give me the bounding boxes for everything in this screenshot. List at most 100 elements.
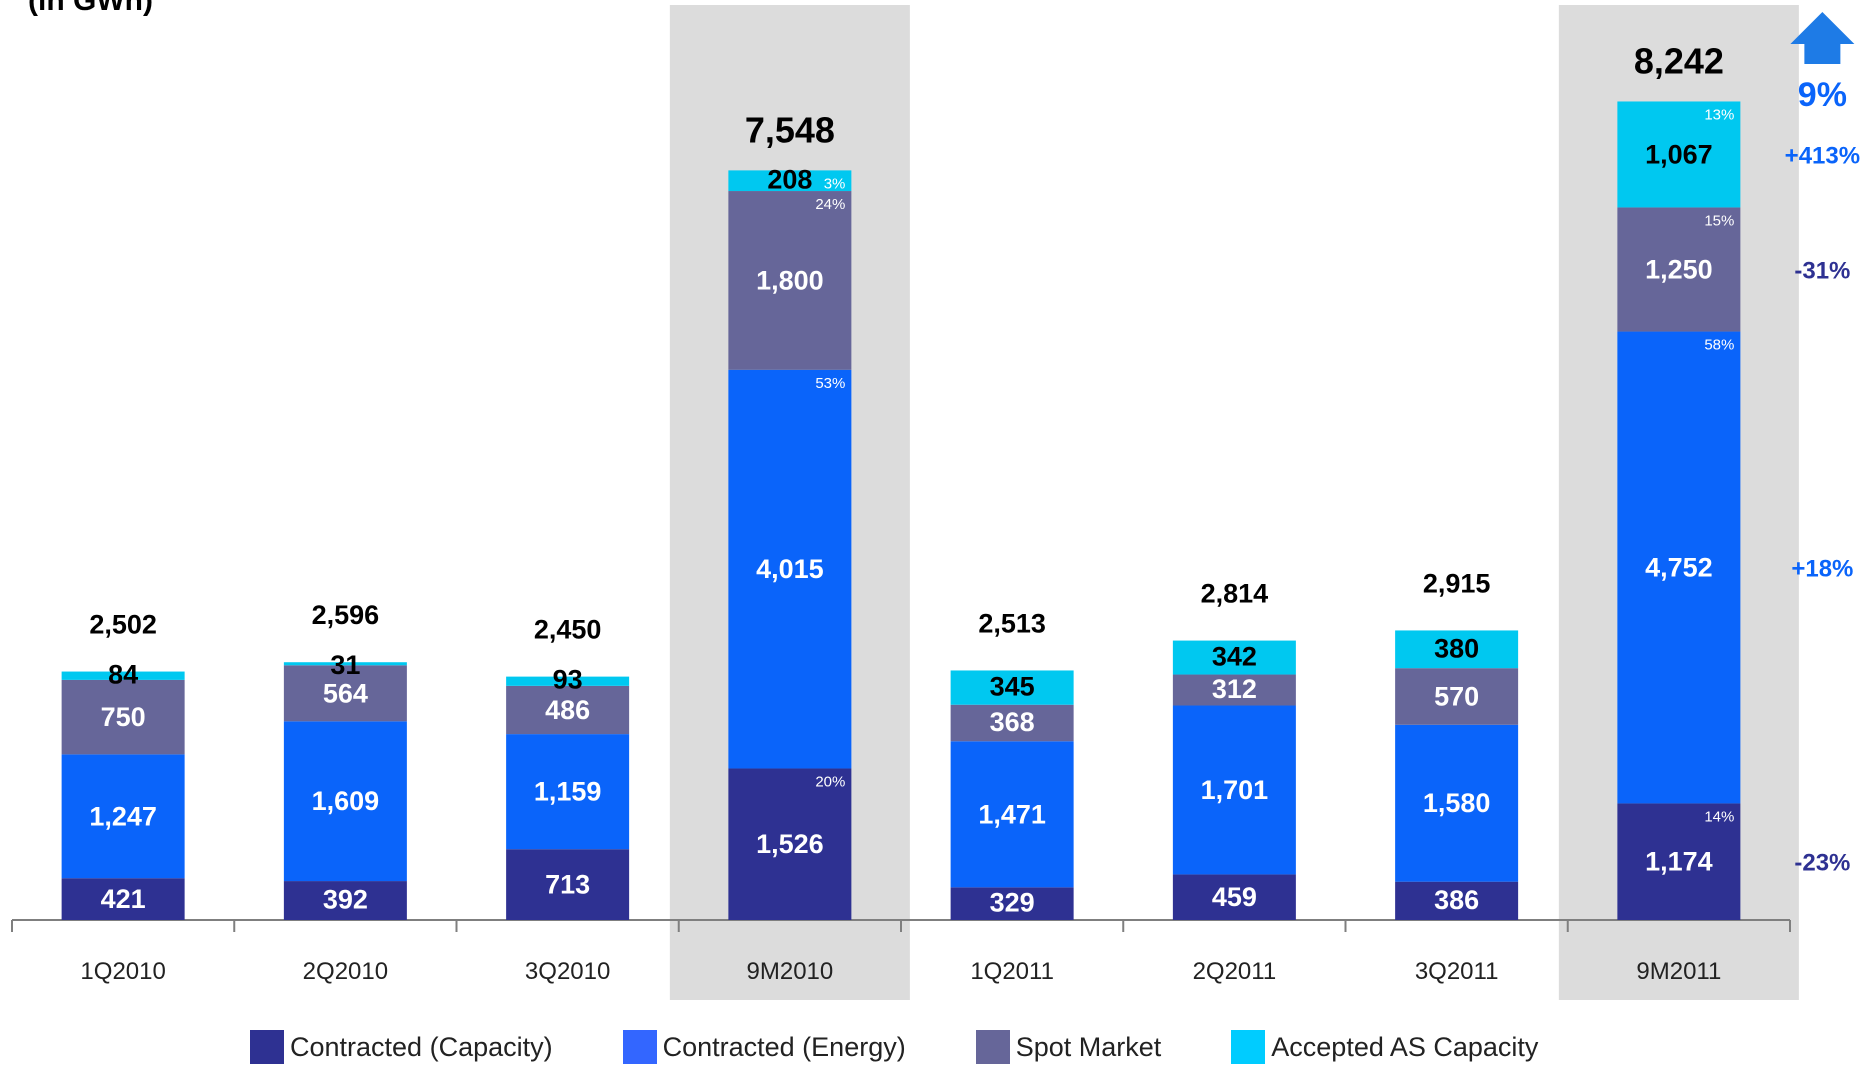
bar-total-label: 8,242 [1634, 40, 1724, 81]
bar-value-label: 564 [323, 678, 368, 708]
bar-segment [728, 170, 852, 192]
bar-segment [728, 768, 852, 920]
bar-value-label: 31 [330, 650, 360, 680]
bar-segment [283, 881, 407, 920]
bar-segment [728, 191, 852, 370]
bar-total-label: 7,548 [745, 109, 835, 150]
legend-item-accepted-as-capacity: Accepted AS Capacity [1231, 1030, 1538, 1064]
segment-percentage-label: 3% [824, 175, 846, 192]
bar-segment [950, 887, 1074, 920]
bar-value-label: 312 [1212, 674, 1257, 704]
bar-total-label: 2,915 [1423, 568, 1491, 598]
x-tick-label: 9M2011 [1636, 958, 1721, 985]
bar-value-label: 84 [108, 660, 138, 690]
bar-total-label: 2,502 [89, 610, 157, 640]
unit-label: (in GWh) [28, 0, 153, 17]
bar-segment [506, 734, 630, 850]
bar-segment [283, 662, 407, 666]
x-tick-label: 3Q2011 [1415, 958, 1499, 985]
legend-item-spot-market: Spot Market [975, 1030, 1162, 1064]
series-change-label: -23% [1794, 850, 1850, 877]
legend-label: Contracted (Energy) [662, 1031, 906, 1062]
legend-label: Spot Market [1015, 1031, 1162, 1062]
segment-percentage-label: 13% [1704, 106, 1734, 123]
bar-value-label: 1,471 [978, 799, 1046, 829]
bar-segment [1395, 881, 1519, 920]
bar-value-label: 342 [1212, 642, 1257, 672]
series-change-label: +18% [1791, 555, 1853, 582]
bar-segment [506, 685, 630, 735]
bar-total-label: 2,814 [1201, 579, 1269, 609]
bar-value-label: 1,247 [89, 801, 157, 831]
bar-segment [283, 665, 407, 722]
legend-swatch-contracted-energy [622, 1030, 657, 1064]
bar-value-label: 392 [323, 885, 368, 915]
bar-value-label: 4,015 [756, 554, 824, 584]
bar-segment [1172, 674, 1296, 706]
legend-item-contracted-energy: Contracted (Energy) [622, 1030, 906, 1064]
x-tick-label: 1Q2010 [80, 958, 165, 985]
bar-value-label: 1,609 [312, 786, 380, 816]
legend-label: Contracted (Capacity) [290, 1031, 553, 1062]
bar-value-label: 486 [545, 695, 590, 725]
bar-value-label: 750 [101, 702, 146, 732]
bar-value-label: 1,526 [756, 829, 824, 859]
x-tick-label: 9M2010 [747, 958, 834, 985]
bar-total-label: 2,450 [534, 615, 602, 645]
legend-swatch-accepted-as-capacity [1231, 1030, 1266, 1064]
segment-percentage-label: 15% [1704, 212, 1734, 229]
legend-label: Accepted AS Capacity [1271, 1031, 1539, 1062]
total-change-label: 9% [1798, 76, 1847, 114]
series-change-label: -31% [1794, 257, 1850, 284]
x-tick-label: 2Q2011 [1193, 958, 1277, 985]
bar-value-label: 1,159 [534, 777, 602, 807]
bar-segment [61, 671, 185, 680]
bar-segment [1172, 874, 1296, 920]
bar-segment [950, 741, 1074, 888]
bar-value-label: 421 [101, 884, 146, 914]
bar-segment [506, 676, 630, 686]
segment-percentage-label: 14% [1704, 808, 1734, 825]
segment-percentage-label: 53% [815, 375, 845, 392]
bar-value-label: 1,580 [1423, 788, 1491, 818]
bar-segment [61, 679, 185, 755]
bar-segment [1617, 207, 1741, 332]
legend: Contracted (Capacity) Contracted (Energy… [250, 1030, 1608, 1064]
x-tick-label: 2Q2010 [303, 958, 388, 985]
up-arrow-icon [1790, 12, 1855, 64]
bar-value-label: 4,752 [1645, 552, 1713, 582]
bar-segment [1617, 803, 1741, 920]
bar-value-label: 1,250 [1645, 254, 1713, 284]
bar-segment [506, 849, 630, 920]
bar-segment [950, 670, 1074, 705]
bar-value-label: 1,174 [1645, 847, 1713, 877]
legend-swatch-contracted-capacity [250, 1030, 284, 1064]
bar-value-label: 459 [1212, 882, 1257, 912]
bar-value-label: 1,701 [1201, 775, 1269, 805]
bar-segment [1395, 668, 1519, 725]
bar-value-label: 1,800 [756, 265, 824, 295]
bar-segment [1617, 331, 1741, 804]
bar-segment [1172, 640, 1296, 675]
bar-segment [61, 754, 185, 879]
bar-value-label: 329 [990, 888, 1035, 918]
segment-percentage-label: 20% [815, 773, 845, 790]
legend-item-contracted-capacity: Contracted (Capacity) [250, 1030, 553, 1064]
bar-value-label: 570 [1434, 681, 1479, 711]
bar-value-label: 208 [767, 165, 812, 195]
bar-segment [1395, 630, 1519, 669]
segment-percentage-label: 58% [1704, 337, 1734, 354]
bar-segment [283, 721, 407, 882]
bar-segment [1395, 724, 1519, 882]
bar-segment [950, 704, 1074, 742]
bar-segment [1172, 705, 1296, 875]
bar-value-label: 380 [1434, 633, 1479, 663]
bar-total-label: 2,596 [312, 600, 380, 630]
x-tick-label: 1Q2011 [970, 958, 1054, 985]
bar-value-label: 713 [545, 870, 590, 900]
bar-segment [728, 369, 852, 769]
legend-swatch-spot-market [975, 1030, 1010, 1064]
bar-value-label: 1,067 [1645, 139, 1713, 169]
bar-value-label: 368 [990, 707, 1035, 737]
